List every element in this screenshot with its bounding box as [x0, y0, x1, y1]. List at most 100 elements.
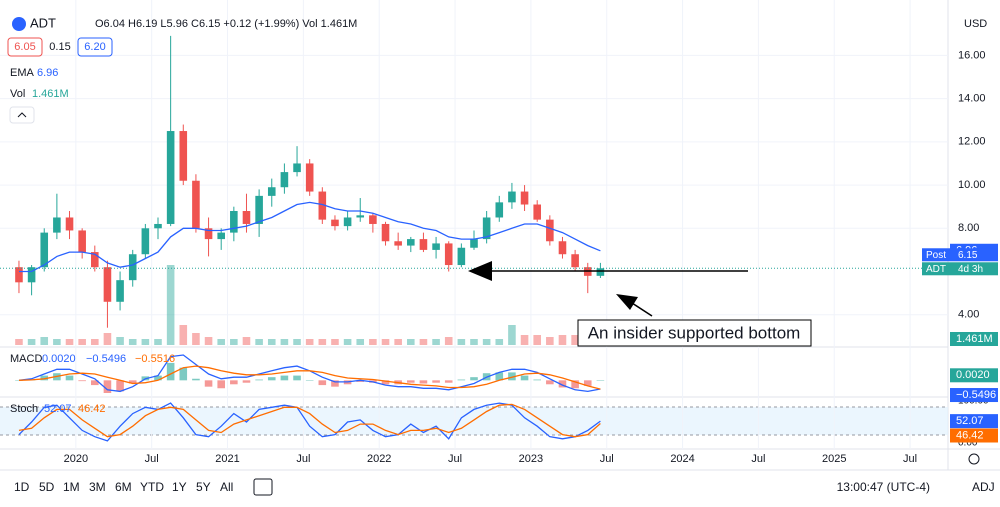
macd-histogram-bar	[318, 380, 327, 386]
macd-histogram-bar	[508, 372, 516, 381]
bid-box[interactable]	[7, 37, 43, 57]
volume-bar	[432, 339, 440, 345]
range-button[interactable]: 6M	[115, 480, 132, 494]
vol-legend-value: 1.461M	[32, 88, 69, 100]
candle-body	[571, 254, 579, 268]
settings-icon[interactable]	[968, 453, 980, 465]
candle-body	[78, 230, 86, 253]
macd-histogram-bar	[154, 375, 162, 381]
macd-histogram-bar	[571, 380, 579, 389]
range-button[interactable]: 1D	[14, 480, 30, 494]
macd-histogram-bar	[242, 380, 251, 383]
symbol-badge: ADT	[926, 264, 946, 275]
macd-histogram-bar	[419, 380, 428, 384]
x-tick-label: 2024	[670, 453, 694, 465]
macd-histogram-bar	[91, 380, 99, 386]
candle-body	[558, 241, 567, 255]
vol-legend-name: Vol	[10, 88, 25, 100]
candle-body	[508, 191, 516, 203]
candle-body	[356, 215, 365, 218]
ema-line	[19, 201, 601, 273]
candle-body	[343, 217, 352, 227]
stoch-d-badge-bg	[950, 428, 998, 443]
macd-histogram-bar	[356, 380, 365, 382]
candle-body	[369, 215, 377, 224]
range-button[interactable]: 3M	[89, 480, 106, 494]
candle-body	[116, 280, 124, 302]
range-button[interactable]: All	[220, 480, 233, 494]
candle-body	[204, 228, 213, 240]
annotation-arrowhead	[616, 294, 638, 310]
spread: 0.15	[49, 41, 70, 53]
volume-badge: 1.461M	[956, 333, 993, 345]
candle-body	[230, 211, 238, 233]
candle-body	[533, 204, 541, 220]
collapse-icon	[17, 112, 27, 118]
volume-bar	[40, 337, 49, 345]
macd-badge: −0.5496	[956, 389, 996, 401]
range-button[interactable]: 1Y	[172, 480, 187, 494]
macd-hist-badge: 0.0020	[956, 369, 990, 381]
range-button[interactable]: 5Y	[196, 480, 211, 494]
stoch-tick-label: 0.00	[958, 438, 978, 449]
x-tick-label: Jul	[903, 453, 917, 465]
volume-bar	[508, 325, 516, 345]
candle-body	[482, 217, 491, 240]
volume-bar	[571, 335, 579, 345]
volume-bar	[65, 339, 74, 345]
x-tick-label: Jul	[600, 453, 614, 465]
adj-button[interactable]: ADJ	[972, 480, 995, 494]
volume-bar	[533, 335, 541, 345]
candle-body	[394, 241, 402, 246]
ask: 6.20	[84, 41, 105, 53]
candle-body	[179, 131, 188, 181]
range-button[interactable]: 5D	[39, 480, 55, 494]
stoch-k-line	[18, 402, 601, 442]
macd-histogram-bar	[103, 380, 112, 393]
ema-legend-value: 6.96	[37, 67, 58, 79]
candle-body	[331, 219, 339, 227]
candle-body	[407, 239, 415, 246]
candle-body	[53, 217, 61, 233]
post-label: Post	[926, 250, 946, 261]
volume-bar	[318, 339, 327, 345]
volume-bar	[520, 335, 529, 345]
x-tick-label: Jul	[296, 453, 310, 465]
volume-bar	[482, 339, 491, 345]
macd-histogram-bar	[40, 375, 49, 381]
volume-bar	[444, 337, 453, 345]
macd-histogram-bar	[230, 380, 238, 385]
post-price: 6.15	[958, 250, 978, 261]
stoch-legend-name: Stoch	[10, 403, 38, 415]
macd-histogram-bar	[596, 380, 605, 381]
volume-bar	[343, 339, 352, 345]
macd-histogram-bar	[293, 375, 301, 381]
currency: USD	[964, 18, 987, 30]
volume-bar	[128, 339, 137, 345]
y-tick-label: 10.00	[958, 179, 986, 191]
collapse-button[interactable]	[9, 106, 35, 124]
candle-body	[495, 202, 504, 218]
range-button[interactable]: YTD	[140, 480, 164, 494]
volume-bar	[230, 339, 238, 345]
macd-legend-signal: −0.5516	[135, 353, 175, 365]
candle-body	[280, 172, 289, 188]
volume-bar	[305, 339, 314, 345]
range-button[interactable]: 1M	[63, 480, 80, 494]
macd-badge-bg	[950, 388, 998, 403]
date-range-icon[interactable]	[253, 478, 273, 496]
symbol-logo	[12, 17, 26, 31]
signal-line	[18, 365, 601, 390]
ask-box[interactable]	[77, 37, 113, 57]
y-tick-label: 16.00	[958, 49, 986, 61]
macd-legend-hist: 0.0020	[42, 353, 76, 365]
y-tick-label: 14.00	[958, 93, 986, 105]
quote: O6.04 H6.19 L5.96 C6.15 +0.12 (+1.99%) V…	[95, 18, 357, 30]
candle-body	[141, 228, 150, 255]
macd-histogram-bar	[179, 367, 188, 381]
candle-body	[381, 223, 390, 242]
stoch-d-badge: 46.42	[956, 429, 984, 441]
volume-bar	[381, 339, 390, 345]
macd-histogram-bar	[331, 380, 339, 387]
stoch-k-badge-bg	[950, 414, 998, 429]
